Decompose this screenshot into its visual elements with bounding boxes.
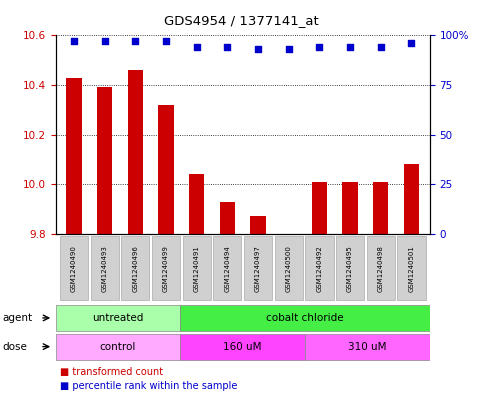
- Text: GDS4954 / 1377141_at: GDS4954 / 1377141_at: [164, 14, 319, 27]
- Text: cobalt chloride: cobalt chloride: [266, 313, 344, 323]
- Bar: [97, 88, 113, 234]
- Point: [162, 38, 170, 44]
- Text: GSM1240492: GSM1240492: [316, 245, 323, 292]
- Bar: [66, 77, 82, 234]
- Point: [70, 38, 78, 44]
- Bar: [404, 164, 419, 234]
- Text: GSM1240496: GSM1240496: [132, 245, 138, 292]
- Bar: [244, 237, 272, 300]
- Bar: [275, 237, 303, 300]
- Point: [101, 38, 109, 44]
- Point: [193, 44, 200, 50]
- Bar: [183, 237, 211, 300]
- Text: GSM1240493: GSM1240493: [101, 245, 108, 292]
- Text: agent: agent: [2, 313, 32, 323]
- Text: GSM1240495: GSM1240495: [347, 245, 353, 292]
- Text: 310 uM: 310 uM: [348, 342, 387, 352]
- Text: 160 uM: 160 uM: [224, 342, 262, 352]
- Bar: [158, 105, 174, 234]
- Text: ■ transformed count: ■ transformed count: [60, 367, 164, 377]
- Bar: [121, 237, 149, 300]
- Bar: [152, 237, 180, 300]
- Bar: [213, 237, 242, 300]
- Bar: [56, 305, 180, 331]
- Text: GSM1240498: GSM1240498: [378, 245, 384, 292]
- Text: GSM1240494: GSM1240494: [225, 245, 230, 292]
- Point: [224, 44, 231, 50]
- Bar: [180, 334, 305, 360]
- Point: [285, 46, 293, 52]
- Bar: [180, 305, 430, 331]
- Bar: [250, 217, 266, 234]
- Bar: [60, 237, 88, 300]
- Bar: [90, 237, 119, 300]
- Point: [315, 44, 323, 50]
- Point: [377, 44, 384, 50]
- Bar: [312, 182, 327, 234]
- Bar: [336, 237, 364, 300]
- Point: [131, 38, 139, 44]
- Bar: [305, 237, 334, 300]
- Text: GSM1240500: GSM1240500: [286, 245, 292, 292]
- Bar: [305, 334, 430, 360]
- Bar: [220, 202, 235, 234]
- Bar: [189, 174, 204, 234]
- Point: [346, 44, 354, 50]
- Text: GSM1240501: GSM1240501: [409, 245, 414, 292]
- Bar: [342, 182, 358, 234]
- Bar: [128, 70, 143, 234]
- Text: GSM1240499: GSM1240499: [163, 245, 169, 292]
- Text: GSM1240497: GSM1240497: [255, 245, 261, 292]
- Bar: [398, 237, 426, 300]
- Text: ■ percentile rank within the sample: ■ percentile rank within the sample: [60, 381, 238, 391]
- Text: GSM1240490: GSM1240490: [71, 245, 77, 292]
- Point: [408, 40, 415, 46]
- Text: untreated: untreated: [92, 313, 143, 323]
- Point: [254, 46, 262, 52]
- Bar: [56, 334, 180, 360]
- Text: GSM1240491: GSM1240491: [194, 245, 199, 292]
- Bar: [373, 182, 388, 234]
- Bar: [367, 237, 395, 300]
- Text: dose: dose: [2, 342, 28, 352]
- Text: control: control: [100, 342, 136, 352]
